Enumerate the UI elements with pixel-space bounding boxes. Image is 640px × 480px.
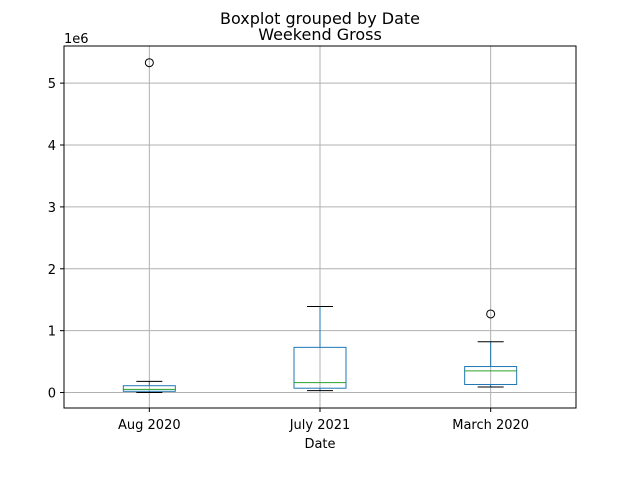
box-iqr [122,385,176,392]
box-group [464,309,518,388]
y-tick-label: 4 [48,139,56,154]
y-tick-label: 5 [48,77,56,92]
x-tick-label: Aug 2020 [118,418,181,433]
axes-title: Weekend Gross [258,25,382,44]
box-iqr [464,366,518,385]
x-tick-layer: Aug 2020 July 2021 March 2020 [118,408,529,433]
y-tick-label: 0 [48,387,56,402]
x-tick-label: July 2021 [289,418,351,433]
outlier-point [144,58,154,68]
y-tick-label: 3 [48,201,56,216]
box-layer [122,58,518,394]
y-tick-label: 2 [48,263,56,278]
grid-layer [64,46,576,408]
x-tick-label: March 2020 [452,418,529,433]
x-axis-label: Date [304,437,335,452]
box-group [293,306,347,392]
outlier-point [486,309,496,319]
y-offset-label: 1e6 [64,32,89,47]
y-tick-layer: 0 1 2 3 4 5 [48,77,64,402]
y-tick-label: 1 [48,325,56,340]
box-iqr [293,346,347,389]
box-group [122,58,176,394]
figure-suptitle: Boxplot grouped by Date [220,9,420,28]
